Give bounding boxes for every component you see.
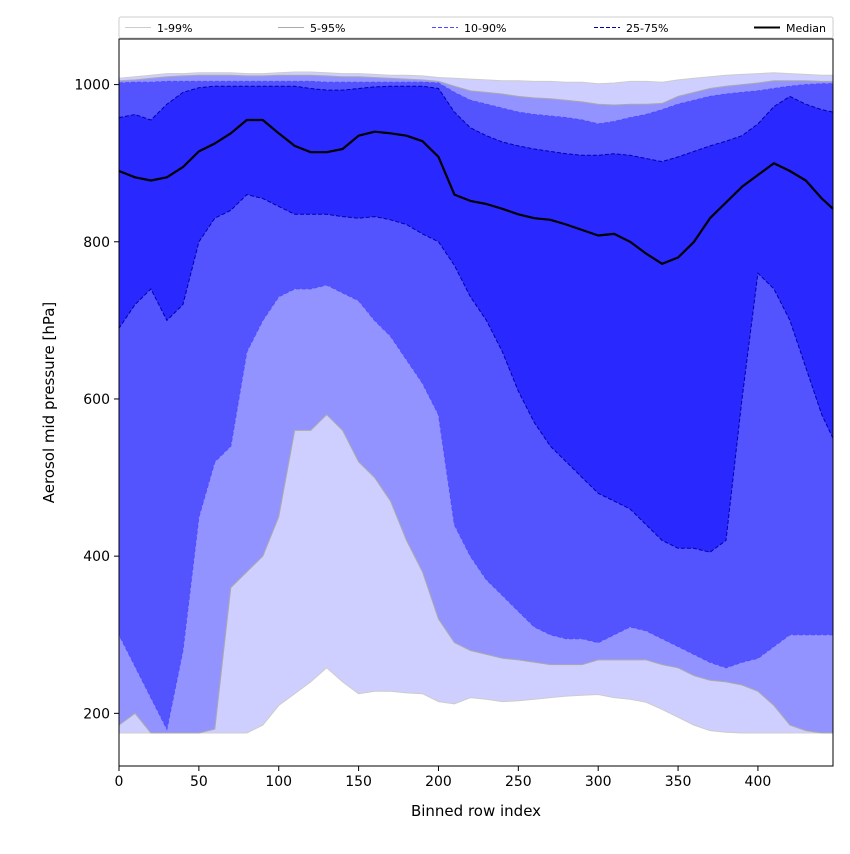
legend-label: 5-95% (310, 22, 345, 35)
y-tick-label: 600 (83, 392, 110, 408)
y-axis: 200 400 600 800 1000 (74, 78, 119, 722)
legend-label: 10-90% (464, 22, 506, 35)
y-axis-label: Aerosol mid pressure [hPa] (40, 302, 58, 504)
band-upper-line-10-90% (118, 80, 833, 125)
y-tick-label: 800 (83, 235, 110, 251)
x-tick-label: 200 (425, 774, 452, 790)
legend-label: 1-99% (157, 22, 192, 35)
band-lower-line-1-99% (119, 667, 833, 734)
percentile-bands (118, 71, 834, 734)
legend: 1-99% 5-95% 10-90% 25-75% Median (118, 16, 834, 39)
band-upper-line-1-99% (118, 71, 833, 85)
band-lower-line-25-75% (118, 194, 834, 553)
median-line (118, 118, 834, 265)
x-axis-label: Binned row index (411, 802, 541, 820)
band-area-25-75% (119, 86, 833, 553)
band-upper-line-5-95% (118, 74, 833, 106)
band-lower-line-5-95% (118, 413, 833, 734)
plot-frame (118, 38, 834, 767)
x-axis: 0 50 100 150 200 250 300 350 400 (115, 766, 772, 790)
x-tick-label: 150 (345, 774, 372, 790)
legend-label: Median (786, 22, 826, 35)
y-tick-label: 400 (83, 549, 110, 565)
x-tick-label: 250 (505, 774, 532, 790)
x-tick-label: 0 (115, 774, 124, 790)
x-tick-label: 50 (190, 774, 208, 790)
legend-box (118, 16, 834, 39)
x-tick-label: 350 (665, 774, 692, 790)
x-tick-label: 100 (265, 774, 292, 790)
y-tick-label: 1000 (74, 78, 110, 94)
x-tick-label: 400 (745, 774, 772, 790)
median-series (118, 118, 834, 265)
band-upper-line-25-75% (118, 85, 834, 163)
band-lower-line-10-90% (118, 284, 833, 731)
x-tick-label: 300 (585, 774, 612, 790)
legend-label: 25-75% (626, 22, 668, 35)
y-tick-label: 200 (83, 706, 110, 722)
